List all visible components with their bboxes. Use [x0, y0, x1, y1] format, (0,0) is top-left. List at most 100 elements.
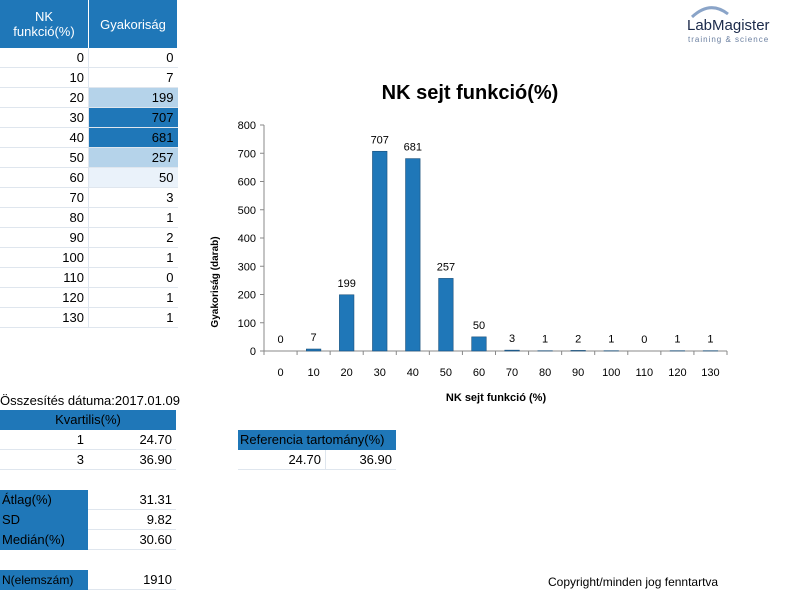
frequency-cell: 1	[88, 307, 178, 328]
sd-value: 9.82	[88, 510, 176, 530]
frequency-cell: 0	[88, 48, 178, 68]
bar	[372, 150, 388, 352]
x-tick-label: 90	[572, 367, 584, 379]
bar-value-label: 1	[608, 334, 614, 346]
x-tick-label: 50	[440, 367, 452, 379]
table-row: 90 2	[0, 227, 178, 248]
quartile-3-value: 36.90	[88, 450, 176, 470]
frequency-cell: 1	[88, 207, 178, 228]
nk-cell: 100	[0, 247, 89, 268]
table-row: 110 0	[0, 267, 178, 288]
table-row: 60 50	[0, 167, 178, 188]
mean-value: 31.31	[88, 490, 176, 510]
table-row: 50 257	[0, 147, 178, 168]
x-tick-label: 10	[307, 367, 319, 379]
table-row: 30 707	[0, 107, 178, 128]
frequency-cell: 2	[88, 227, 178, 248]
bar	[471, 336, 487, 352]
y-tick-label: 800	[238, 120, 256, 132]
bar-value-label: 199	[337, 278, 355, 290]
median-value: 30.60	[88, 530, 176, 550]
logo-text: LabMagister	[687, 17, 770, 34]
x-tick-label: 110	[636, 367, 654, 379]
frequency-table: NK funkció(%) Gyakoriság 0 0 10 7 20 199 30 707…	[0, 0, 178, 328]
x-tick-label: 20	[341, 367, 353, 379]
median-label: Medián(%)	[0, 530, 88, 550]
y-tick-label: 100	[238, 318, 256, 330]
quartile-1-label: 1	[0, 430, 88, 450]
bar	[405, 158, 421, 352]
frequency-cell: 1	[88, 247, 178, 268]
nk-cell: 40	[0, 127, 89, 148]
x-tick-label: 100	[602, 367, 620, 379]
y-axis-label: Gyakoriság (darab)	[210, 236, 221, 327]
bar-value-label: 681	[404, 142, 422, 154]
copyright-text: Copyright/minden jog fenntartva	[548, 575, 719, 589]
nk-cell: 120	[0, 287, 89, 308]
y-tick-label: 200	[238, 290, 256, 302]
nk-chart: NK sejt funkció(%) 010020030040050060070…	[210, 82, 728, 404]
table-row: 10 7	[0, 67, 178, 88]
bar-value-label: 707	[371, 134, 389, 146]
bar	[570, 350, 586, 352]
x-tick-label: 120	[668, 367, 686, 379]
x-axis: 0 10 20 30 40 50 60 70 80 90 100 110 120 130	[263, 350, 728, 379]
bar-value-label: 1	[674, 334, 680, 346]
frequency-cell: 681	[88, 127, 178, 148]
bar-value-label: 3	[509, 333, 515, 345]
nk-cell: 80	[0, 207, 89, 228]
table-row: 20 199	[0, 87, 178, 108]
reference-low: 24.70	[238, 450, 326, 470]
table-row: 80 1	[0, 207, 178, 228]
nk-cell: 0	[0, 48, 89, 68]
summary-date: Összesítés dátuma:2017.01.09	[0, 393, 180, 408]
y-tick-label: 500	[238, 205, 256, 217]
frequency-cell: 3	[88, 187, 178, 208]
nk-cell: 70	[0, 187, 89, 208]
y-axis: 0 100 200 300 400 500 600 700 800	[238, 120, 265, 358]
nk-cell: 30	[0, 107, 89, 128]
bar-value-label: 50	[473, 320, 485, 332]
bar	[438, 278, 454, 352]
y-tick-label: 0	[250, 346, 256, 358]
bar-value-label: 257	[437, 261, 455, 273]
x-tick-label: 30	[374, 367, 386, 379]
nk-cell: 20	[0, 87, 89, 108]
nk-cell: 50	[0, 147, 89, 168]
mean-label: Átlag(%)	[0, 490, 88, 510]
bars	[306, 150, 719, 352]
frequency-cell: 50	[88, 167, 178, 188]
frequency-cell: 7	[88, 67, 178, 88]
table-row: 70 3	[0, 187, 178, 208]
y-tick-label: 300	[238, 261, 256, 273]
frequency-cell: 707	[88, 107, 178, 128]
col-header-nk: NK funkció(%)	[0, 0, 89, 48]
nk-cell: 60	[0, 167, 89, 188]
reference-header: Referencia tartomány(%)	[238, 430, 396, 450]
labmagister-logo: LabMagister training & science	[684, 4, 784, 46]
quartiles-header: Kvartilis(%)	[0, 410, 176, 430]
frequency-cell: 0	[88, 267, 178, 288]
nk-cell: 130	[0, 307, 89, 328]
bar	[306, 348, 322, 352]
x-tick-label: 0	[277, 367, 283, 379]
n-label: N(elemszám)	[0, 570, 88, 590]
col-header-frequency: Gyakoriság	[88, 0, 178, 48]
y-tick-label: 700	[238, 148, 256, 160]
bar-value-label: 2	[575, 333, 581, 345]
frequency-cell: 257	[88, 147, 178, 168]
bar-value-label: 0	[641, 334, 647, 346]
bar	[339, 294, 355, 352]
bar-value-label: 1	[707, 334, 713, 346]
bar	[504, 349, 520, 352]
nk-cell: 90	[0, 227, 89, 248]
x-tick-label: 40	[407, 367, 419, 379]
reference-high: 36.90	[326, 450, 396, 470]
y-tick-label: 600	[238, 177, 256, 189]
x-tick-label: 80	[539, 367, 551, 379]
nk-cell: 10	[0, 67, 89, 88]
n-value: 1910	[88, 570, 176, 590]
logo-subtext: training & science	[688, 35, 770, 44]
x-tick-label: 130	[701, 367, 719, 379]
